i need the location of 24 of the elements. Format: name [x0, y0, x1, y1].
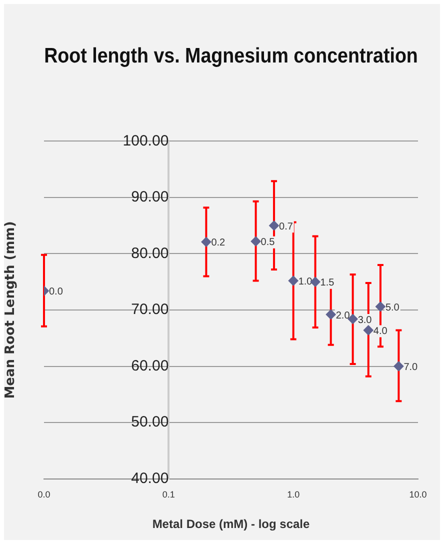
annotation: 5.0: [385, 302, 400, 314]
annotation: 0.0: [49, 286, 64, 298]
annotation: 1.5: [320, 278, 335, 289]
annotation: 0.7: [279, 221, 294, 232]
annotation: 7.0: [404, 362, 418, 374]
y-tick-label: 80.00: [131, 244, 169, 262]
annotation: 2.0: [336, 310, 350, 322]
y-tick-label: 100.00: [122, 132, 169, 150]
annotation: 3.0: [358, 314, 372, 326]
x-tick-label: 10.0: [409, 490, 427, 500]
y-tick-label: 60.00: [131, 357, 169, 374]
y-axis-title: Mean Root Length (mm): [3, 221, 18, 399]
y-tick-label: 50.00: [131, 414, 169, 431]
y-tick-label: 90.00: [131, 188, 169, 206]
annotation: 0.2: [211, 238, 226, 249]
x-tick-label: 0.1: [162, 490, 175, 500]
y-tick-label: 40.00: [131, 470, 169, 487]
x-tick-label: 0.0: [38, 490, 50, 500]
y-tick-label: 70.00: [131, 301, 169, 318]
x-tick-label: 1.0: [287, 490, 300, 500]
chart-title: Root length vs. Magnesium concentration: [44, 44, 418, 68]
x-axis-title: Metal Dose (mM) - log scale: [152, 517, 310, 532]
annotation: 4.0: [373, 326, 388, 338]
annotation: 0.5: [260, 237, 276, 248]
